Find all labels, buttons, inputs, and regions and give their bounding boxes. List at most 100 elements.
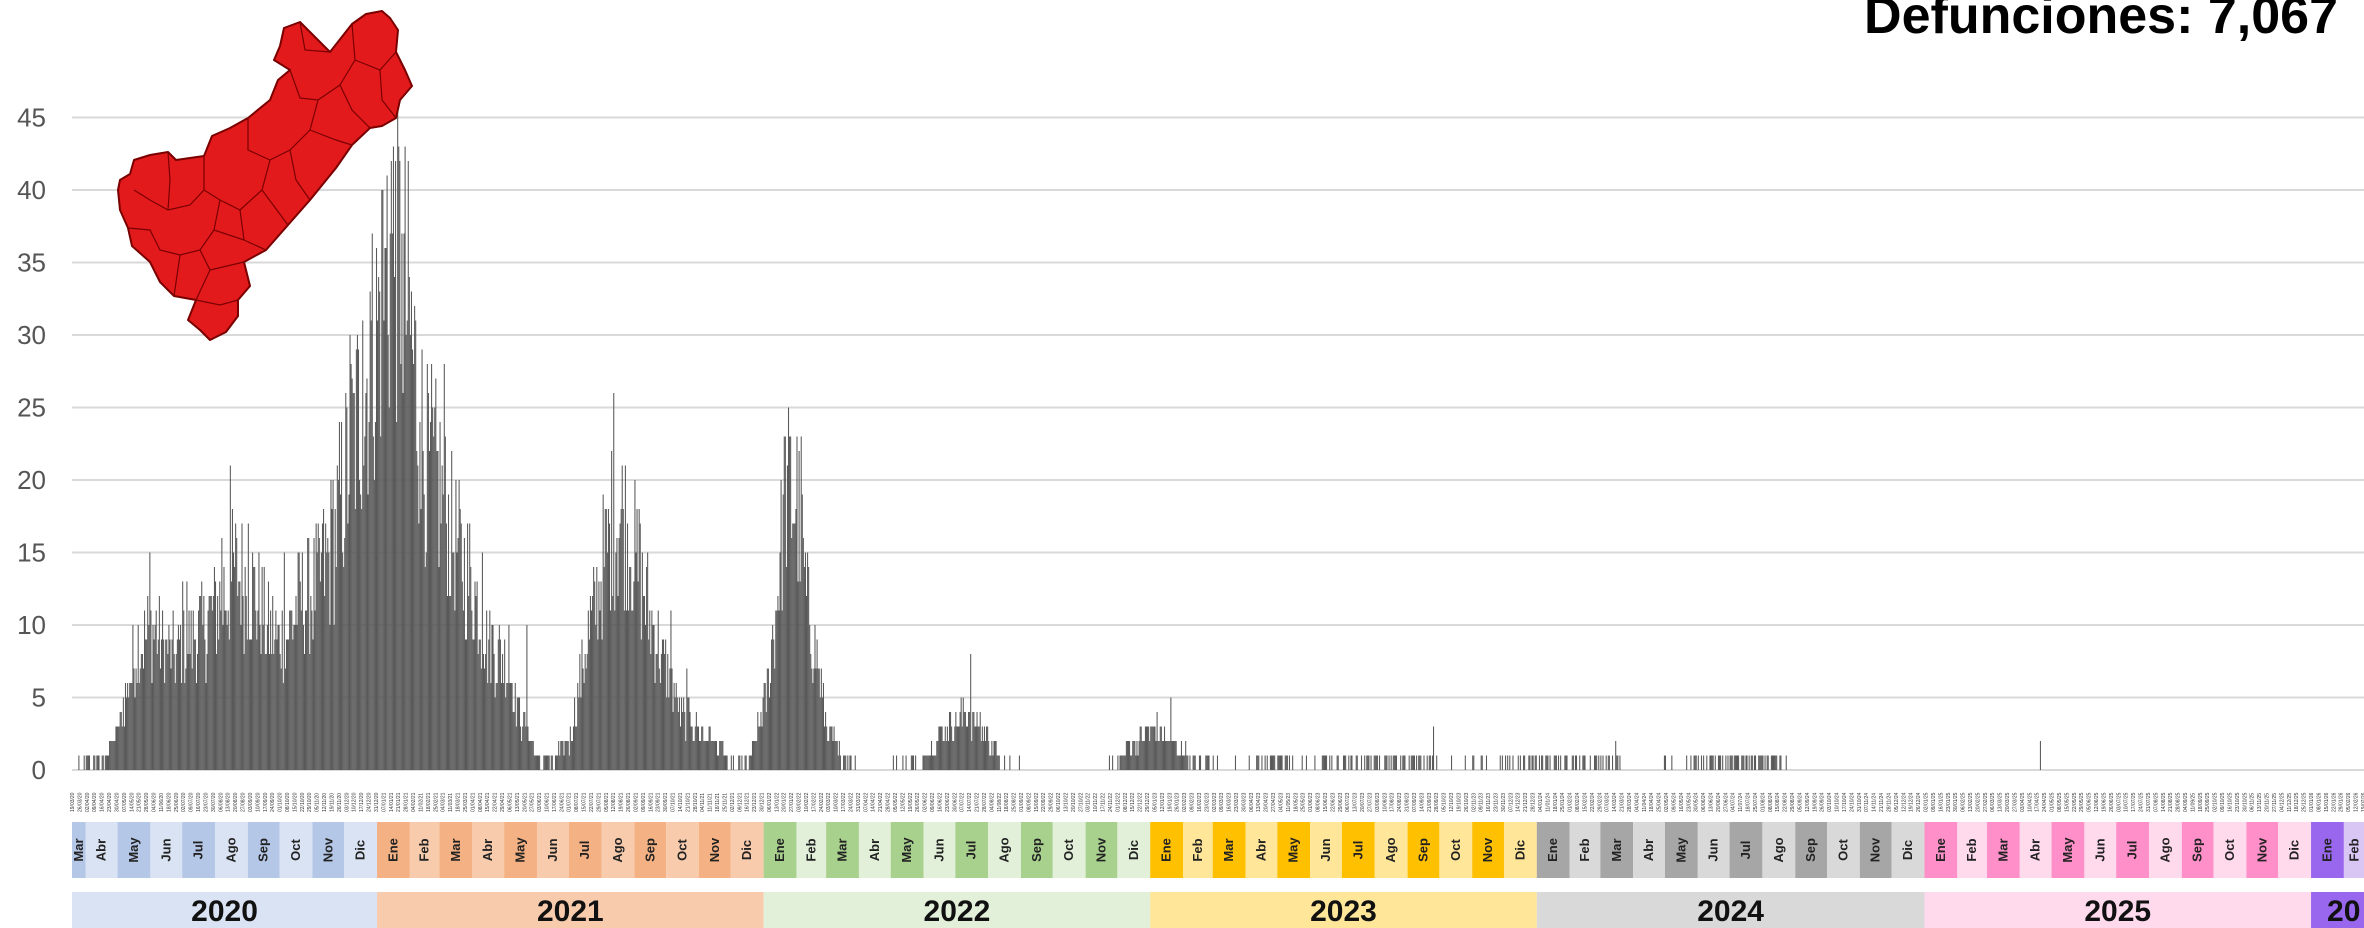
day-bar [974,726,976,770]
date-tick-label: 20/05/21 [522,792,528,812]
date-tick-label: 23/01/25 [1946,792,1952,812]
day-bar [915,755,917,770]
day-bar [713,741,715,770]
month-cell [72,822,86,878]
date-tick-label: 30/12/21 [760,792,766,812]
day-bar [332,480,334,770]
day-bar [1566,755,1568,770]
day-bar [1199,755,1202,770]
day-bar [131,683,133,770]
day-bar [750,755,752,770]
day-bar [471,610,473,770]
month-cell [858,822,891,878]
day-bar [410,291,412,770]
day-bar [551,755,553,770]
date-tick-label: 02/06/22 [923,792,929,812]
day-bar [776,610,778,770]
day-bar [1324,755,1327,770]
date-tick-label: 23/03/23 [1234,792,1240,812]
date-tick-label: 22/01/26 [2331,792,2337,812]
day-bar [892,755,894,770]
day-bar [1144,726,1146,770]
day-bar [316,552,318,770]
date-tick-label: 06/08/20 [218,792,224,812]
day-bar [1686,755,1688,770]
day-bar [977,726,979,770]
day-bar [664,654,666,770]
day-bar [808,567,810,770]
day-bar [1009,755,1011,770]
day-bar [1331,755,1333,770]
date-tick-label: 27/03/25 [2012,792,2018,812]
day-bar [777,596,779,770]
date-tick-label: 29/09/22 [1049,792,1055,812]
day-bar [1574,755,1576,770]
date-tick-label: 02/04/20 [85,792,91,812]
day-bar [405,335,407,770]
day-bar [1301,755,1303,770]
day-bar [633,581,635,770]
date-tick-label: 03/12/20 [344,792,350,812]
date-tick-label: 23/02/23 [1204,792,1210,812]
day-bar [140,654,142,770]
day-bar [718,755,720,770]
date-tick-label: 08/04/21 [478,792,484,812]
date-tick-label: 03/03/22 [826,792,832,812]
day-bar [1155,741,1157,770]
day-bar [167,654,169,770]
day-bar [352,393,354,770]
day-bar [1376,755,1378,770]
day-bar [159,668,161,770]
date-tick-label: 09/11/23 [1479,793,1485,812]
date-tick-label: 10/10/24 [1835,792,1841,812]
day-bar [613,393,615,770]
date-tick-label: 12/02/26 [2354,792,2360,812]
year-band: 2020 2021 2022 2023 2024 2025 20 [72,892,2364,928]
day-bar [211,610,213,770]
date-tick-label: 23/11/23 [1493,793,1499,812]
date-tick-label: 16/11/23 [1486,793,1492,812]
day-bar [628,610,630,770]
day-bar [374,422,376,770]
day-bar [387,335,389,770]
day-bar [1473,755,1475,770]
day-bar [1717,755,1719,770]
date-tick-label: 03/06/21 [537,792,543,812]
day-bar [1212,755,1214,770]
day-bar [1519,755,1521,770]
day-bar [1143,741,1145,770]
day-bar [1004,755,1006,770]
day-bar [415,320,417,770]
month-cell [1212,822,1246,878]
day-bar [1278,755,1280,770]
day-bar [826,726,828,770]
day-bar [1718,755,1721,770]
day-bar [807,552,809,770]
day-bar [818,668,820,770]
day-bar [785,567,787,770]
day-bar [823,726,826,770]
day-bar [1367,755,1369,770]
date-tick-label: 05/09/24 [1797,792,1803,812]
day-bar [711,741,713,770]
day-bar [993,741,995,770]
day-bar [1156,712,1158,770]
day-bar [653,625,655,770]
day-bar [825,712,827,770]
day-bar [409,335,411,770]
day-bar [585,668,587,770]
date-tick-label: 22/12/22 [1138,792,1144,812]
month-label: Jul [964,841,979,860]
day-bar [1416,755,1418,770]
day-bar [162,610,164,770]
day-bar [998,755,1000,770]
month-cell [2311,822,2344,878]
day-bar [509,683,511,770]
day-bar [496,683,498,770]
day-bar [336,465,338,770]
day-bar [1216,755,1218,770]
day-bar [227,610,229,770]
day-bar [273,654,275,770]
month-label: Oct [1448,838,1463,860]
day-bar [1523,755,1525,770]
